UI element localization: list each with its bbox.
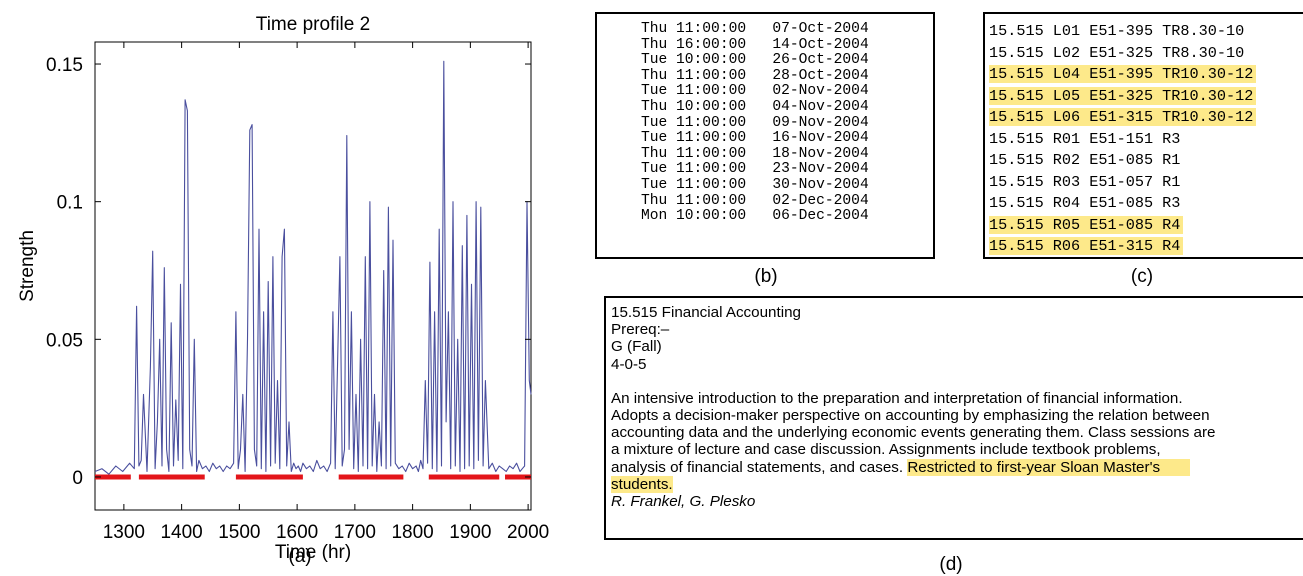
time-profile-chart: 1300 1400 1500 1600 1700 1800 1900 2000 0 0.05 0.1…	[17, 14, 549, 563]
course-units: 4-0-5	[611, 355, 647, 373]
schedule-list: Thu 11:00:00 07-Oct-2004 Thu 16:00:00 14-…	[641, 21, 869, 225]
sections-panel: 15.515 L01 E51-395 TR8.30-10 15.515 L02 E…	[983, 12, 1303, 259]
x-tick-label: 1300	[103, 522, 145, 543]
x-tick-label: 1400	[160, 522, 202, 543]
section-text: 15.515 R06 E51-315 R4	[989, 237, 1184, 255]
section-text: 15.515 R04 E51-085 R3	[989, 194, 1181, 212]
caption-c: (c)	[1130, 266, 1154, 287]
schedule-row: Tue 11:00:00 23-Nov-2004	[641, 161, 869, 178]
restriction-highlight: students.	[611, 475, 673, 493]
schedule-row: Tue 10:00:00 26-Oct-2004	[641, 52, 869, 69]
schedule-row: Tue 11:00:00 09-Nov-2004	[641, 114, 869, 131]
course-term: G (Fall)	[611, 338, 662, 356]
section-row: 15.515 L04 E51-395 TR10.30-12	[989, 64, 1257, 86]
course-description-panel: 15.515 Financial Accounting Prereq:– G (…	[604, 296, 1303, 540]
chart-title: Time profile 2	[256, 14, 370, 35]
schedule-row: Thu 16:00:00 14-Oct-2004	[641, 36, 869, 53]
x-tick-label: 1700	[334, 522, 376, 543]
schedule-row: Thu 11:00:00 07-Oct-2004	[641, 21, 869, 37]
x-tick-label: 1800	[391, 522, 433, 543]
course-description-line: students.	[611, 475, 1303, 493]
section-row: 15.515 L05 E51-325 TR10.30-12	[989, 86, 1257, 108]
section-row: 15.515 L06 E51-315 TR10.30-12	[989, 107, 1257, 129]
x-axis-label: Time (hr)	[275, 542, 351, 563]
section-row: 15.515 L02 E51-325 TR8.30-10	[989, 43, 1256, 65]
section-text: 15.515 R02 E51-085 R1	[989, 151, 1181, 169]
caption-d: (d)	[939, 554, 963, 575]
schedule-row: Tue 11:00:00 30-Nov-2004	[641, 176, 869, 193]
x-tick-label: 2000	[507, 522, 549, 543]
course-description-line: a mixture of lecture and case discussion…	[611, 441, 1161, 459]
course-description-line: Adopts a decision-maker perspective on a…	[611, 407, 1210, 425]
course-description-line: An intensive introduction to the prepara…	[611, 389, 1183, 407]
y-tick-label: 0	[72, 468, 83, 489]
schedule-panel: Thu 11:00:00 07-Oct-2004 Thu 16:00:00 14-…	[595, 12, 935, 259]
section-text: 15.515 R03 E51-057 R1	[989, 172, 1181, 191]
course-title: 15.515 Financial Accounting	[611, 304, 801, 321]
schedule-row: Thu 11:00:00 28-Oct-2004	[641, 67, 869, 84]
section-row: 15.515 R05 E51-085 R4	[989, 215, 1256, 237]
section-row: 15.515 R01 E51-151 R3	[989, 129, 1256, 151]
course-description-line: analysis of financial statements, and ca…	[611, 458, 1303, 476]
schedule-row: Mon 10:00:00 06-Dec-2004	[641, 208, 869, 225]
schedule-row: Tue 11:00:00 02-Nov-2004	[641, 83, 869, 100]
x-tick-label: 1900	[449, 522, 491, 543]
section-text: 15.515 R05 E51-085 R4	[989, 215, 1184, 234]
schedule-row: Thu 10:00:00 04-Nov-2004	[641, 98, 869, 115]
series-line	[94, 60, 532, 475]
course-prereq: Prereq:–	[611, 321, 670, 339]
schedule-row: Tue 11:00:00 16-Nov-2004	[641, 130, 869, 147]
section-text: 15.515 L06 E51-315 TR10.30-12	[989, 108, 1257, 126]
caption-b: (b)	[754, 266, 778, 287]
y-tick-label: 0.15	[46, 55, 83, 76]
y-axis-label: Strength	[17, 230, 38, 302]
section-row: 15.515 R02 E51-085 R1	[989, 150, 1256, 172]
schedule-row: Thu 11:00:00 02-Dec-2004	[641, 192, 869, 209]
section-row: 15.515 R04 E51-085 R3	[989, 193, 1256, 215]
section-text: 15.515 L05 E51-325 TR10.30-12	[989, 86, 1257, 105]
course-description-text: analysis of financial statements, and ca…	[611, 458, 904, 476]
section-row: 15.515 R03 E51-057 R1	[989, 172, 1256, 194]
plot-frame	[94, 41, 532, 511]
course-instructors: R. Frankel, G. Plesko	[611, 493, 756, 511]
section-text: 15.515 L01 E51-395 TR8.30-10	[989, 22, 1245, 40]
y-tick-label: 0.1	[57, 193, 83, 214]
y-tick-label: 0.05	[46, 330, 83, 351]
course-description-line: accounting data and the underlying econo…	[611, 424, 1216, 442]
x-tick-label: 1600	[276, 522, 318, 543]
section-text: 15.515 R01 E51-151 R3	[989, 129, 1181, 148]
schedule-row: Thu 11:00:00 18-Nov-2004	[641, 145, 869, 162]
section-row: 15.515 R06 E51-315 R4	[989, 236, 1256, 257]
sections-list: 15.515 L01 E51-395 TR8.30-10 15.515 L02 E…	[989, 21, 1257, 257]
section-text: 15.515 L04 E51-395 TR10.30-12	[989, 65, 1257, 83]
section-text: 15.515 L02 E51-325 TR8.30-10	[989, 43, 1245, 62]
section-row: 15.515 L01 E51-395 TR8.30-10	[989, 21, 1256, 43]
x-tick-label: 1500	[218, 522, 260, 543]
caption-a: (a)	[288, 546, 312, 567]
restriction-highlight: Restricted to first-year Sloan Master's	[907, 458, 1191, 476]
